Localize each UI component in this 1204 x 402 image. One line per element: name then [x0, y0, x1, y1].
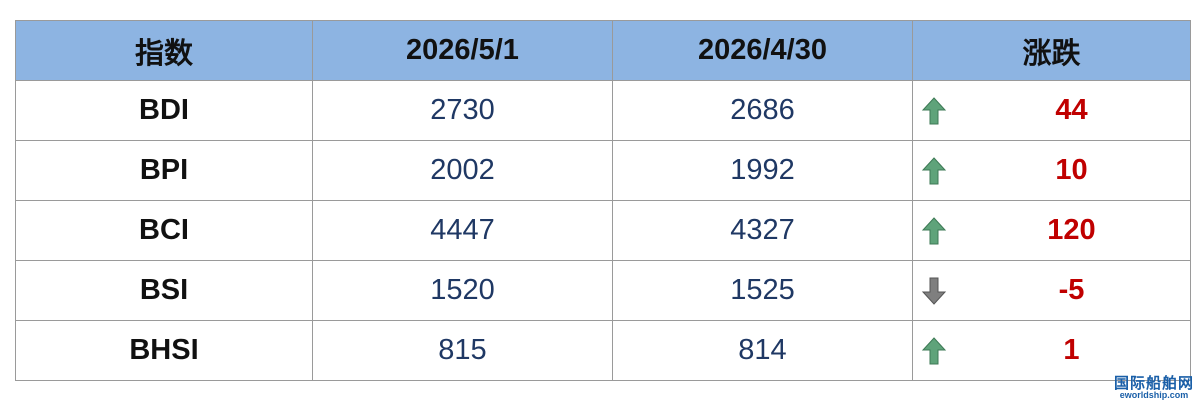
- watermark-url: eworldship.com: [1119, 390, 1189, 400]
- up-arrow: [921, 157, 947, 185]
- change-cell: -5: [912, 260, 1191, 321]
- table-row: BSI 1520 1525 -5: [15, 260, 1191, 321]
- watermark: 国际船舶网 eworldship.com: [1114, 376, 1194, 400]
- down-arrow: [921, 277, 947, 305]
- index-table: 指数 2026/5/1 2026/4/30 涨跌 BDI 2730 2686 44 BP…: [15, 20, 1191, 381]
- header-cell: 2026/4/30: [612, 20, 913, 81]
- value-cell: 2686: [612, 80, 913, 141]
- change-cell: 10: [912, 140, 1191, 201]
- value-cell: 2002: [312, 140, 613, 201]
- index-name: BPI: [15, 140, 313, 201]
- value-cell: 4327: [612, 200, 913, 261]
- value-cell: 814: [612, 320, 913, 381]
- change-value: 44: [1055, 94, 1088, 126]
- value-cell: 815: [312, 320, 613, 381]
- header-row: 指数 2026/5/1 2026/4/30 涨跌: [15, 20, 1191, 81]
- header-cell: 2026/5/1: [312, 20, 613, 81]
- index-name: BSI: [15, 260, 313, 321]
- up-arrow: [921, 97, 947, 125]
- table-row: BHSI 815 814 1: [15, 320, 1191, 381]
- change-value: 1: [1063, 334, 1080, 366]
- change-cell: 120: [912, 200, 1191, 261]
- change-value: 10: [1055, 154, 1088, 186]
- value-cell: 4447: [312, 200, 613, 261]
- change-cell: 44: [912, 80, 1191, 141]
- change-cell: 1: [912, 320, 1191, 381]
- up-arrow: [921, 337, 947, 365]
- table-body: BDI 2730 2686 44 BPI 2002 1992 10 BCI 4447 4327 120…: [15, 80, 1191, 381]
- value-cell: 1992: [612, 140, 913, 201]
- value-cell: 2730: [312, 80, 613, 141]
- change-value: -5: [1058, 274, 1085, 306]
- table-row: BCI 4447 4327 120: [15, 200, 1191, 261]
- table-row: BPI 2002 1992 10: [15, 140, 1191, 201]
- value-cell: 1525: [612, 260, 913, 321]
- up-arrow: [921, 217, 947, 245]
- table-row: BDI 2730 2686 44: [15, 80, 1191, 141]
- change-value: 120: [1047, 214, 1096, 246]
- header-cell: 指数: [15, 20, 313, 81]
- index-name: BHSI: [15, 320, 313, 381]
- header-cell: 涨跌: [912, 20, 1191, 81]
- index-name: BCI: [15, 200, 313, 261]
- value-cell: 1520: [312, 260, 613, 321]
- index-name: BDI: [15, 80, 313, 141]
- watermark-title: 国际船舶网: [1113, 375, 1194, 392]
